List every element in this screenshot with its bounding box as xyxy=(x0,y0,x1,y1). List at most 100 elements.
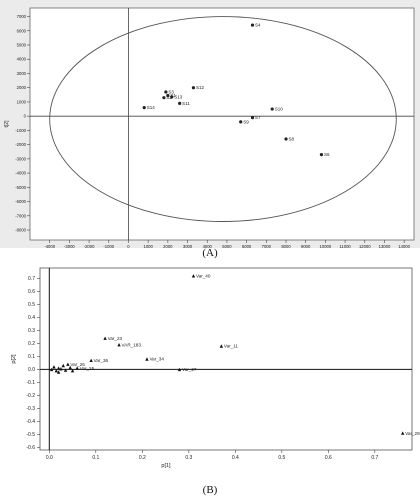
sample-point xyxy=(162,96,166,100)
variable-point xyxy=(191,274,196,278)
variable-point xyxy=(89,358,93,362)
y-tick-label: -6000 xyxy=(15,199,26,204)
y-tick-label: -2000 xyxy=(15,142,26,147)
x-tick-label: 0.6 xyxy=(325,455,332,461)
y-tick-label: 0.3 xyxy=(28,328,35,334)
y-axis-label: p[2] xyxy=(11,354,17,364)
y-tick-label: 6000 xyxy=(17,28,27,33)
variable-point xyxy=(59,367,63,371)
y-tick-label: -0.5 xyxy=(26,432,35,438)
x-tick-label: 11000 xyxy=(339,244,351,248)
variable-label: VAR_183 xyxy=(122,342,142,347)
y-tick-label: 3000 xyxy=(17,71,27,76)
y-tick-label: 0 xyxy=(24,114,27,119)
y-tick-label: 4000 xyxy=(17,57,27,62)
confidence-ellipse xyxy=(49,16,397,222)
y-tick-label: 0.7 xyxy=(28,276,35,282)
variable-point xyxy=(66,362,70,366)
x-tick-label: 0.2 xyxy=(139,455,146,461)
sample-point xyxy=(250,115,255,120)
sample-label: S3 xyxy=(168,89,174,94)
y-tick-label: 7000 xyxy=(17,14,27,19)
sample-point xyxy=(178,101,182,105)
variable-label: Var_26 xyxy=(70,362,85,367)
x-tick-label: 12000 xyxy=(359,244,371,248)
x-tick-label: -2000 xyxy=(84,244,95,248)
x-tick-label: 0.0 xyxy=(46,455,53,461)
y-tick-label: 0.2 xyxy=(28,341,35,347)
variable-label: Var_36 xyxy=(94,358,109,363)
y-tick-label: 0.6 xyxy=(28,289,35,295)
variable-label: Var_34 xyxy=(149,357,164,362)
y-tick-label: -4000 xyxy=(15,171,26,176)
x-tick-label: 13000 xyxy=(379,244,391,248)
sample-point xyxy=(166,93,170,98)
sample-label: S8 xyxy=(289,136,295,141)
sample-point xyxy=(239,120,243,124)
sample-point xyxy=(284,137,288,141)
panel-a-caption: (A) xyxy=(202,247,218,259)
sample-point xyxy=(250,23,255,27)
variable-point xyxy=(52,365,56,369)
x-tick-label: 0.3 xyxy=(185,455,192,461)
score-plot-panel: -4000 -3000 -2000 -1000 0 1000 2000 3000 4000 500… xyxy=(0,0,420,257)
y-tick-label: 5000 xyxy=(17,43,27,48)
x-tick-label: -1000 xyxy=(103,244,114,248)
variable-point xyxy=(56,366,61,370)
x-tick-label: -3000 xyxy=(64,244,75,248)
x-tick-label: 8000 xyxy=(281,244,291,248)
y-tick-label: 2000 xyxy=(17,85,27,90)
x-tick-label: 7000 xyxy=(262,244,272,248)
y-tick-label: 0.4 xyxy=(28,315,35,321)
variable-point xyxy=(401,431,405,435)
sample-label: S2 xyxy=(166,95,172,100)
variable-point xyxy=(70,369,75,373)
variable-point xyxy=(219,344,224,348)
sample-label: S1 xyxy=(170,93,176,98)
x-tick-label: 0.7 xyxy=(371,455,378,461)
x-tick-label: 5000 xyxy=(222,244,232,248)
sample-point xyxy=(170,95,174,99)
loading-plot-panel: 0.0 0.1 0.2 0.3 0.4 0.5 0.6 0.7 0.7 0.6 0.5 0.4 0.3 0… xyxy=(0,262,420,500)
variable-label: Var_11 xyxy=(224,344,239,349)
variable-label: Var_25 xyxy=(80,366,95,371)
score-plot-svg: -4000 -3000 -2000 -1000 0 1000 2000 3000 4000 500… xyxy=(0,0,420,257)
y-tick-label: -0.1 xyxy=(26,380,35,386)
variable-label: Var_29 xyxy=(405,431,420,436)
x-tick-label: 1000 xyxy=(143,244,153,248)
y-tick-label: -3000 xyxy=(15,156,26,161)
panel-b-caption: (B) xyxy=(202,484,218,496)
y-tick-label: -8000 xyxy=(15,228,26,233)
y-tick-label: -5000 xyxy=(15,185,26,190)
variable-point xyxy=(63,368,68,372)
sample-label: S10 xyxy=(275,107,284,112)
y-tick-label: 0.1 xyxy=(28,354,35,360)
sample-label: S14 xyxy=(147,105,156,110)
y-tick-label: -0.4 xyxy=(26,419,35,425)
variable-point xyxy=(49,367,54,372)
x-tick-label: 14000 xyxy=(398,244,410,248)
variable-point xyxy=(68,365,72,370)
sample-label: S9 xyxy=(243,119,249,124)
y-tick-label: -0.2 xyxy=(26,393,35,399)
variable-point xyxy=(103,336,107,340)
x-tick-label: 6000 xyxy=(242,244,252,248)
sample-label: S13 xyxy=(174,94,183,99)
x-tick-label: -4000 xyxy=(44,244,55,248)
sample-point xyxy=(319,153,324,157)
variable-label: Var_27 xyxy=(182,367,197,372)
loading-plot-svg: 0.0 0.1 0.2 0.3 0.4 0.5 0.6 0.7 0.7 0.6 0.5 0.4 0.3 0… xyxy=(11,267,420,469)
y-axis-label: t[2] xyxy=(4,120,10,128)
x-tick-label: 2000 xyxy=(163,244,173,248)
variable-label: Var_40 xyxy=(196,274,211,279)
sample-label: S6 xyxy=(324,152,330,157)
plot-frame xyxy=(39,267,413,451)
y-tick-label: -7000 xyxy=(15,213,26,218)
x-tick-label: 0.1 xyxy=(92,455,99,461)
variable-label: Var_23 xyxy=(108,336,123,341)
y-tick-label: 0.5 xyxy=(28,302,35,308)
variable-point xyxy=(56,370,61,374)
sample-point xyxy=(164,90,168,94)
sample-label: S11 xyxy=(182,101,190,106)
variable-point xyxy=(117,343,121,347)
